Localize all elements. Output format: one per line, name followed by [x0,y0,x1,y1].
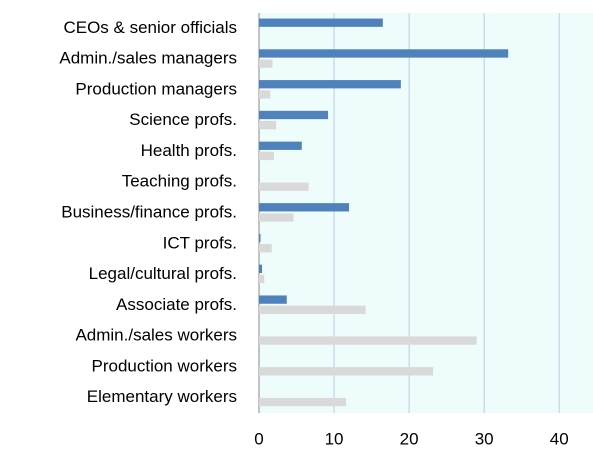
y-tick-label: Legal/cultural profs. [89,264,237,283]
y-tick-label: Production workers [91,356,237,375]
y-tick-label: Production managers [75,79,237,98]
bar [259,151,275,161]
bar [259,110,329,120]
x-tick-label: 10 [325,429,344,448]
x-tick-label: 40 [550,429,569,448]
bar [259,336,477,345]
bar [259,18,383,27]
y-tick-label: Science profs. [129,110,237,129]
y-tick-label: Admin./sales managers [59,49,237,68]
bar [259,367,434,376]
bar [259,274,265,284]
bar [259,90,271,99]
bar [259,233,261,243]
x-tick-label: 30 [475,429,494,448]
bar [259,182,309,191]
bar [259,203,350,212]
y-tick-label: Health profs. [141,141,237,160]
y-tick-label: Elementary workers [87,387,237,406]
y-tick-label: Teaching profs. [122,172,237,191]
bar [259,213,294,222]
bar [259,305,366,314]
bar [259,295,287,304]
y-tick-label: Associate profs. [116,295,237,314]
bar [259,244,272,253]
bar [259,397,347,407]
bar [259,80,401,89]
bar [259,264,263,273]
y-tick-label: ICT profs. [163,233,237,252]
y-tick-label: Admin./sales workers [75,326,237,345]
plot-area [259,13,593,413]
x-tick-label: 20 [400,429,419,448]
bar [259,59,273,68]
y-tick-label: Business/finance profs. [61,202,237,221]
x-tick-label: 0 [254,429,263,448]
bar [259,121,277,130]
bar [259,49,509,58]
bar [259,141,302,150]
y-tick-label: CEOs & senior officials [63,18,237,37]
